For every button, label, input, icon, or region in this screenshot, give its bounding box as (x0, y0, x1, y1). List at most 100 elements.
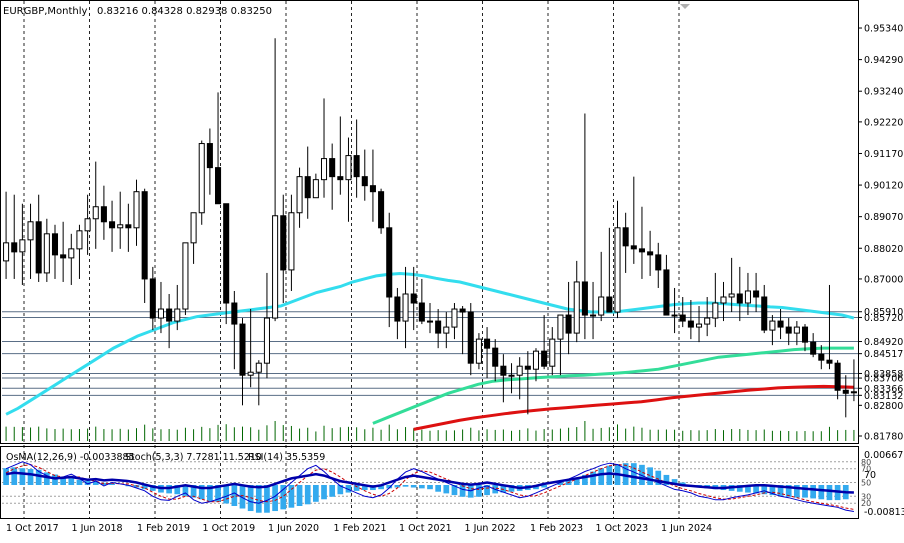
candle (435, 309, 442, 349)
candle-body (337, 176, 344, 181)
candle-body (369, 185, 376, 193)
x-tick-label: 1 Oct 2017 (6, 523, 59, 534)
candle-body (622, 227, 629, 247)
candle (166, 293, 173, 349)
candle-body (720, 296, 727, 304)
indicator-pane-border (0, 446, 859, 519)
candle (304, 146, 311, 219)
candle-body (27, 221, 34, 241)
candle (712, 272, 719, 328)
y-tick-label: 0.82800 (864, 401, 903, 412)
candle-body (247, 371, 254, 376)
candle-body (598, 296, 605, 316)
candle-body (410, 293, 417, 304)
candle-body (329, 158, 336, 178)
candle-body (573, 281, 580, 334)
candle-body (394, 296, 401, 322)
candle (467, 303, 474, 376)
candle-body (443, 326, 450, 334)
candle-body (484, 338, 491, 349)
candle (141, 188, 148, 304)
candle-body (378, 191, 385, 229)
candle (508, 363, 515, 394)
candle (378, 188, 385, 234)
y-tick-label: 0.81780 (864, 432, 903, 443)
x-tick-label: 1 Jun 2020 (268, 523, 319, 534)
candle (842, 375, 849, 418)
candle (744, 272, 751, 316)
candle-body (288, 212, 295, 271)
x-tick-label: 1 Oct 2023 (596, 523, 649, 534)
candle (27, 203, 34, 279)
stoch-signal-line (5, 464, 854, 510)
shift-marker-icon[interactable] (680, 4, 690, 9)
y-tick-label: 0.95340 (864, 24, 903, 35)
candle (655, 242, 662, 288)
candle-body (100, 206, 107, 223)
candle-body (263, 317, 270, 364)
candle-body (614, 227, 621, 313)
candle-body (687, 320, 694, 328)
candle-body (850, 391, 857, 394)
candle (272, 38, 279, 322)
x-tick-label: 1 Feb 2019 (137, 523, 190, 534)
candle-body (500, 365, 507, 376)
candle-body (834, 362, 841, 391)
candle-body (353, 155, 360, 178)
candle-body (84, 218, 91, 232)
candle-body (418, 302, 425, 322)
candle-body (19, 239, 26, 253)
candle (606, 227, 613, 313)
candle-body (793, 326, 800, 334)
candle (638, 206, 645, 279)
candle-body (166, 308, 173, 322)
candle-body (671, 314, 678, 317)
candle-body (459, 308, 466, 313)
candle-body (728, 293, 735, 298)
candle-body (712, 302, 719, 319)
candle (696, 306, 703, 343)
candle-body (11, 242, 18, 253)
candle (239, 318, 246, 406)
candle (19, 203, 26, 285)
candle-body (769, 320, 776, 331)
candle-body (149, 278, 156, 319)
candle-body (549, 338, 556, 367)
candle-body (516, 365, 523, 376)
candle-body (255, 362, 262, 373)
candle (76, 224, 83, 279)
candle (215, 92, 222, 205)
candle (206, 128, 213, 195)
candle (622, 212, 629, 273)
candle-body (174, 308, 181, 322)
candle-body (206, 143, 213, 169)
candle-body (655, 254, 662, 271)
candle (43, 218, 50, 282)
candle (198, 140, 205, 225)
candle-body (51, 233, 59, 256)
candle-body (3, 242, 10, 262)
candle (11, 194, 18, 279)
moving-average-red (413, 384, 854, 431)
x-tick-label: 1 Oct 2021 (399, 523, 452, 534)
candle (394, 287, 401, 340)
candle (492, 339, 499, 382)
candle-body (215, 167, 222, 205)
candle (361, 149, 368, 201)
candle (125, 203, 132, 252)
candle-body (76, 230, 83, 250)
y-tick-label: 0.84517 (864, 349, 903, 360)
candle (369, 149, 376, 222)
y-tick-label: 0.88020 (864, 244, 903, 255)
candle (565, 281, 572, 355)
stoch-level-label: 30 (861, 492, 871, 501)
candle (443, 312, 450, 349)
candle (296, 167, 303, 228)
candle (793, 321, 800, 346)
candle-body (826, 359, 833, 364)
candlesticks (3, 38, 857, 418)
indicator-plots (2, 461, 858, 513)
candle (834, 360, 841, 400)
candle-body (467, 311, 474, 364)
y-tick-label: 0.85910 (864, 307, 903, 318)
